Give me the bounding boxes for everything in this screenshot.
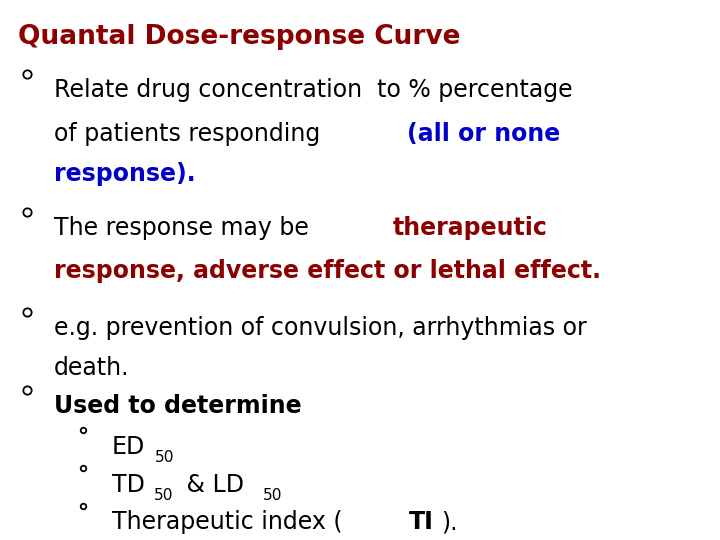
Text: ).: ). bbox=[441, 510, 458, 534]
Text: 50: 50 bbox=[263, 488, 282, 503]
Text: 50: 50 bbox=[155, 450, 174, 465]
Text: 50: 50 bbox=[154, 488, 174, 503]
Text: The response may be: The response may be bbox=[54, 216, 316, 240]
Text: response).: response). bbox=[54, 162, 196, 186]
Text: Therapeutic index (: Therapeutic index ( bbox=[112, 510, 342, 534]
Text: e.g. prevention of convulsion, arrhythmias or: e.g. prevention of convulsion, arrhythmi… bbox=[54, 316, 587, 340]
Text: ED: ED bbox=[112, 435, 145, 458]
Text: death.: death. bbox=[54, 356, 130, 380]
Text: Quantal Dose-response Curve: Quantal Dose-response Curve bbox=[18, 24, 461, 50]
Text: of patients responding: of patients responding bbox=[54, 122, 328, 145]
Text: (all or none: (all or none bbox=[408, 122, 560, 145]
Text: Relate drug concentration  to % percentage: Relate drug concentration to % percentag… bbox=[54, 78, 572, 102]
Text: TD: TD bbox=[112, 472, 145, 496]
Text: & LD: & LD bbox=[179, 472, 244, 496]
Text: Used to determine: Used to determine bbox=[54, 394, 302, 418]
Text: therapeutic: therapeutic bbox=[392, 216, 547, 240]
Text: response, adverse effect or lethal effect.: response, adverse effect or lethal effec… bbox=[54, 259, 601, 283]
Text: TI: TI bbox=[409, 510, 434, 534]
